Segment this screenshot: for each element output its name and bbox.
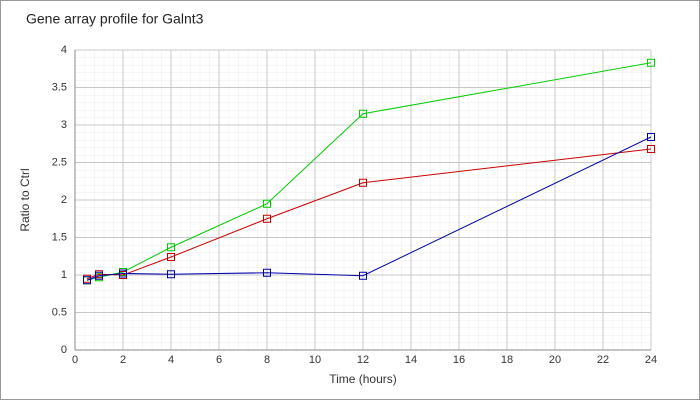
x-tick-label: 4 [168,354,174,366]
point-marker [95,271,103,280]
point-marker [647,58,655,67]
point-marker [647,133,655,141]
x-tick-label: 6 [216,354,222,366]
point-marker [359,109,367,118]
y-tick-label: 2 [61,194,67,206]
point-marker [119,269,127,278]
x-tick-label: 14 [405,354,417,366]
point-marker [167,270,175,279]
x-tick-label: 24 [645,354,657,366]
y-tick-label: 3.5 [52,81,67,93]
x-tick-label: 8 [264,354,270,366]
point-marker [359,271,367,280]
x-tick-label: 18 [501,354,513,366]
x-tick-label: 0 [72,354,78,366]
point-marker [263,199,271,208]
point-marker [263,214,271,223]
y-tick-label: 0.5 [52,306,67,318]
point-marker [167,253,175,261]
x-tick-label: 20 [549,354,561,366]
x-axis-title: Time (hours) [329,372,397,386]
point-marker [83,276,91,285]
y-tick-label: 4 [61,44,67,56]
x-tick-label: 22 [597,354,609,366]
x-tick-label: 12 [357,354,369,366]
y-axis-title: Ratio to Ctrl [18,168,32,231]
y-tick-label: 1.5 [52,231,67,243]
point-marker [263,268,271,277]
point-marker [647,145,655,153]
y-tick-label: 0 [61,344,67,356]
chart-title: Gene array profile for Galnt3 [26,11,204,27]
y-tick-label: 2.5 [52,156,67,168]
point-marker [167,243,175,252]
x-tick-label: 16 [453,354,465,366]
y-tick-label: 3 [61,119,67,131]
y-tick-label: 1 [61,269,67,281]
series-line [86,136,652,281]
x-tick-label: 2 [120,354,126,366]
x-tick-label: 10 [309,354,321,366]
point-marker [359,178,367,187]
series-line [86,148,652,280]
